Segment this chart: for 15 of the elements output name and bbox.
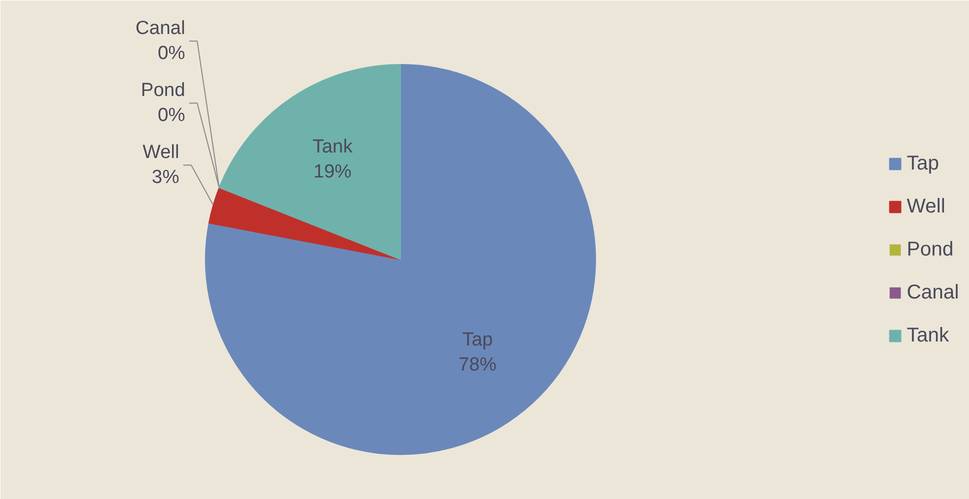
slice-label: Tap (462, 330, 493, 351)
legend-label: Tank (906, 324, 949, 347)
legend-label: Pond (906, 238, 954, 261)
text: 0% (158, 43, 186, 64)
legend-label: Well (906, 195, 946, 218)
category-label: Pond (140, 80, 186, 101)
data-label: 3% (152, 167, 180, 188)
legend-label: Tap (906, 152, 939, 175)
slice-label: Well (142, 142, 180, 163)
slice-label: Tank (312, 136, 354, 158)
data-label: 78% (458, 354, 497, 376)
legend-label: Canal (906, 281, 959, 304)
text: 0% (158, 105, 186, 126)
data-label: 19% (314, 162, 352, 183)
category-label: Canal (136, 18, 186, 39)
